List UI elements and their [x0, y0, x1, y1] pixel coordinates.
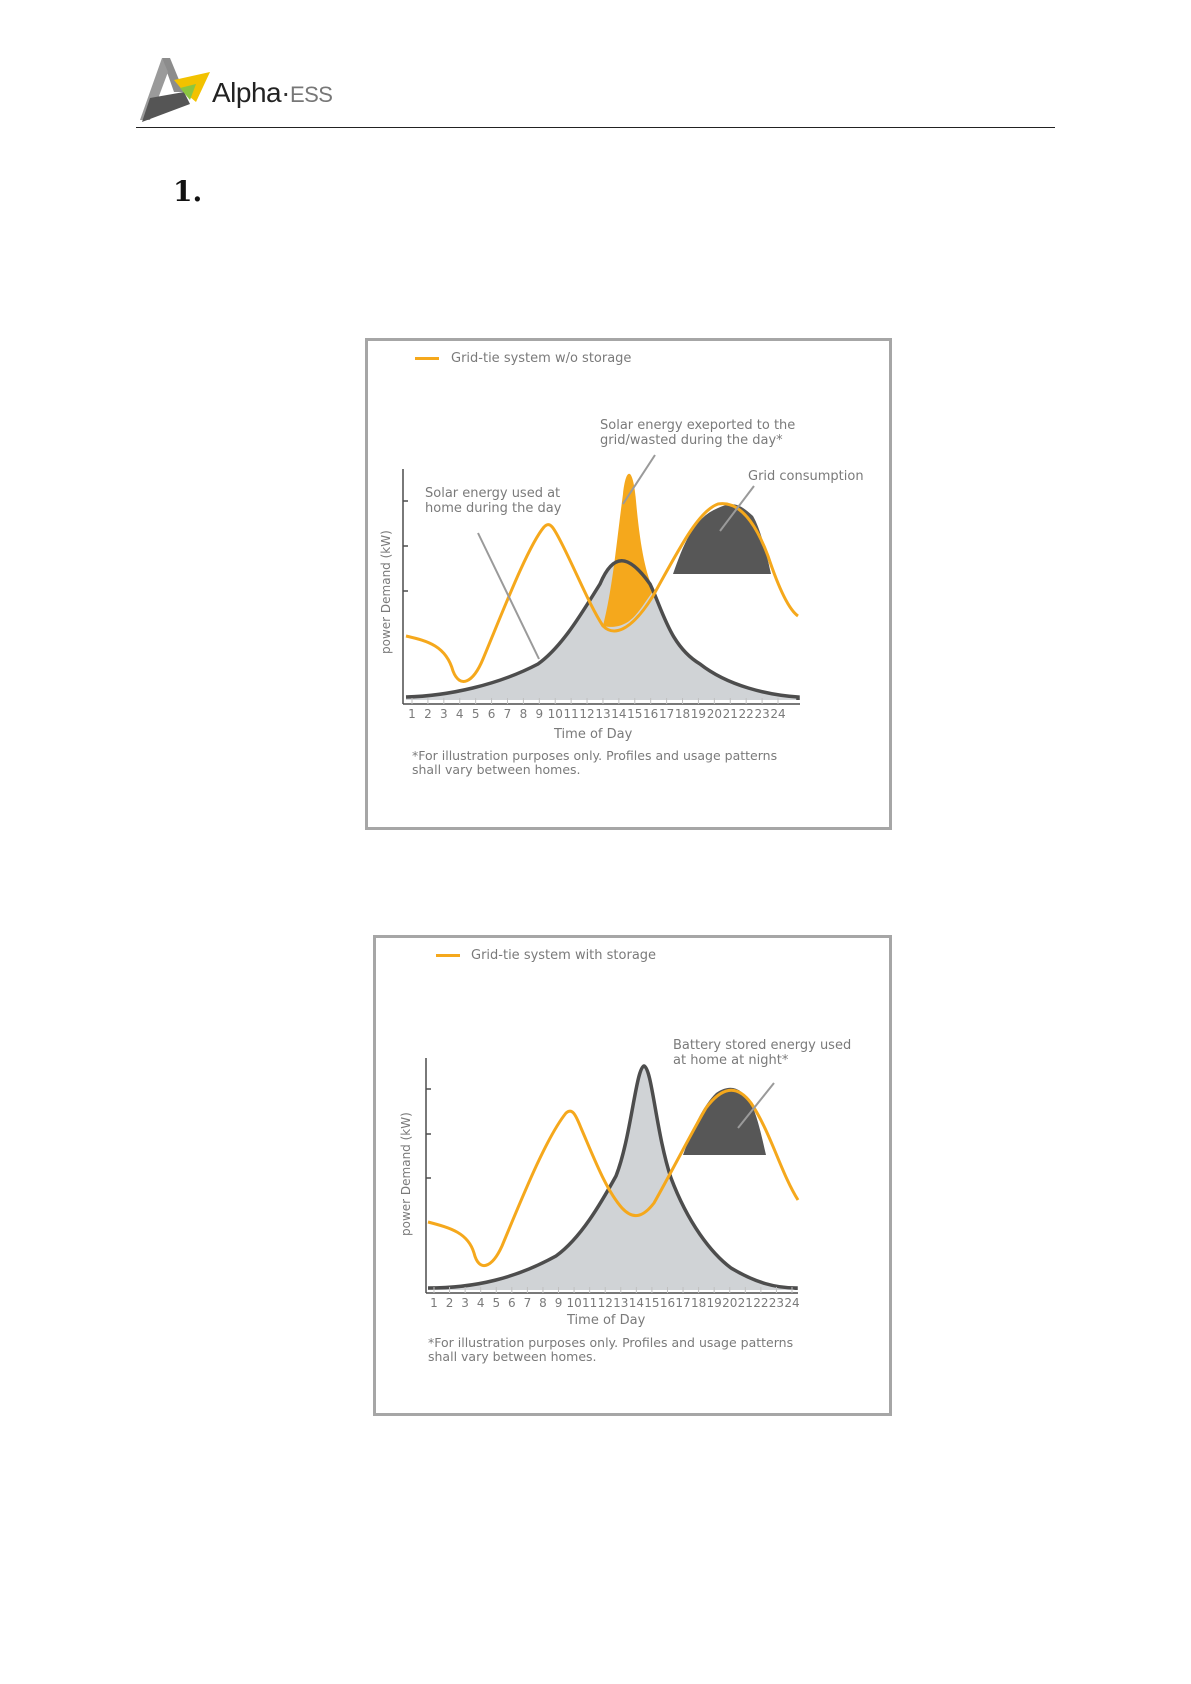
x-tick-label: 11 [582, 1296, 597, 1310]
x-tick-label: 20 [722, 1296, 737, 1310]
grid-consumption-area [673, 504, 771, 574]
x-tick-label: 16 [660, 1296, 675, 1310]
x-tick-label: 7 [524, 1296, 532, 1310]
x-tick-label: 9 [555, 1296, 563, 1310]
x-axis-title: Time of Day [567, 1313, 646, 1328]
chart-without-storage: Grid-tie system w/o storage Solar energy… [365, 338, 892, 830]
solar-used-area [428, 1066, 796, 1290]
solar-curve [427, 1064, 798, 1290]
legend-label: Grid-tie system w/o storage [451, 351, 632, 366]
x-tick-label: 24 [784, 1296, 799, 1310]
x-tick-label: 12 [579, 707, 594, 721]
x-tick-label: 22 [739, 707, 754, 721]
x-tick-label: 20 [707, 707, 722, 721]
page-header: Alpha·ESS [0, 0, 1191, 130]
header-divider [136, 127, 1055, 128]
x-tick-label: 2 [446, 1296, 454, 1310]
brand-name: Alpha·ESS [212, 77, 333, 108]
leader-used [477, 532, 540, 660]
x-tick-label: 14 [611, 707, 626, 721]
leader-grid [719, 485, 755, 532]
x-tick-label: 24 [770, 707, 785, 721]
x-tick-label: 10 [566, 1296, 581, 1310]
x-tick-label: 17 [675, 1296, 690, 1310]
x-tick-label: 4 [477, 1296, 485, 1310]
x-tick-label: 1 [430, 1296, 438, 1310]
annotation-grid-consumption: Grid consumption [748, 469, 864, 484]
x-tick-label: 5 [492, 1296, 500, 1310]
x-tick-label: 7 [504, 707, 512, 721]
x-tick-label: 18 [691, 1296, 706, 1310]
chart-plot: 1 2 3 4 5 6 7 8 9 10 11 12 13 14 15 16 17 18 19 20 21 22 23 24 [425, 1058, 800, 1310]
x-tick-label: 3 [440, 707, 448, 721]
x-tick-label: 3 [461, 1296, 469, 1310]
x-tick-label: 5 [472, 707, 480, 721]
x-tick-label: 10 [548, 707, 563, 721]
x-tick-label: 21 [723, 707, 738, 721]
x-tick-label: 8 [539, 1296, 547, 1310]
x-tick-label: 19 [691, 707, 706, 721]
x-tick-label: 11 [563, 707, 578, 721]
x-tick-label: 13 [613, 1296, 628, 1310]
x-tick-label: 2 [424, 707, 432, 721]
x-tick-label: 12 [598, 1296, 613, 1310]
legend-label: Grid-tie system with storage [471, 948, 657, 963]
x-tick-label: 23 [754, 707, 769, 721]
annotation-exported: Solar energy exeported to the grid/waste… [600, 418, 796, 448]
x-tick-label: 6 [508, 1296, 516, 1310]
annotation-battery: Battery stored energy used at home at ni… [673, 1038, 852, 1068]
x-tick-label: 1 [408, 707, 416, 721]
section-number: 1. [173, 175, 203, 208]
x-tick-label: 17 [659, 707, 674, 721]
solar-curve [405, 559, 800, 700]
footnote: *For illustration purposes only. Profile… [428, 1335, 794, 1364]
chart-with-storage: Grid-tie system with storage Battery sto… [373, 935, 892, 1416]
demand-curve [427, 1088, 800, 1267]
legend-swatch [436, 954, 460, 957]
footnote: *For illustration purposes only. Profile… [412, 748, 778, 777]
x-tick-label: 19 [707, 1296, 722, 1310]
x-tick-label: 14 [629, 1296, 644, 1310]
x-tick-label: 15 [644, 1296, 659, 1310]
x-tick-label: 13 [595, 707, 610, 721]
exported-area [603, 473, 654, 627]
battery-area [683, 1087, 766, 1155]
x-tick-label: 15 [627, 707, 642, 721]
x-tick-label: 23 [769, 1296, 784, 1310]
x-tick-label: 8 [520, 707, 528, 721]
x-tick-label: 21 [738, 1296, 753, 1310]
alpha-ess-logo-icon [140, 58, 210, 122]
leader-battery [737, 1082, 775, 1129]
leader-exported [622, 454, 656, 505]
x-tick-label: 22 [753, 1296, 768, 1310]
demand-curve [405, 502, 799, 683]
x-tick-label: 18 [675, 707, 690, 721]
chart-plot: 1 2 3 4 5 6 7 8 9 10 11 12 13 14 15 16 17 18 19 20 21 22 23 24 [402, 454, 800, 721]
x-tick-label: 16 [643, 707, 658, 721]
x-tick-label: 6 [488, 707, 496, 721]
x-tick-label: 4 [456, 707, 464, 721]
x-tick-label: 9 [535, 707, 543, 721]
legend-swatch [415, 357, 439, 360]
x-axis-title: Time of Day [554, 727, 633, 742]
annotation-solar-used: Solar energy used at home during the day [425, 486, 562, 516]
